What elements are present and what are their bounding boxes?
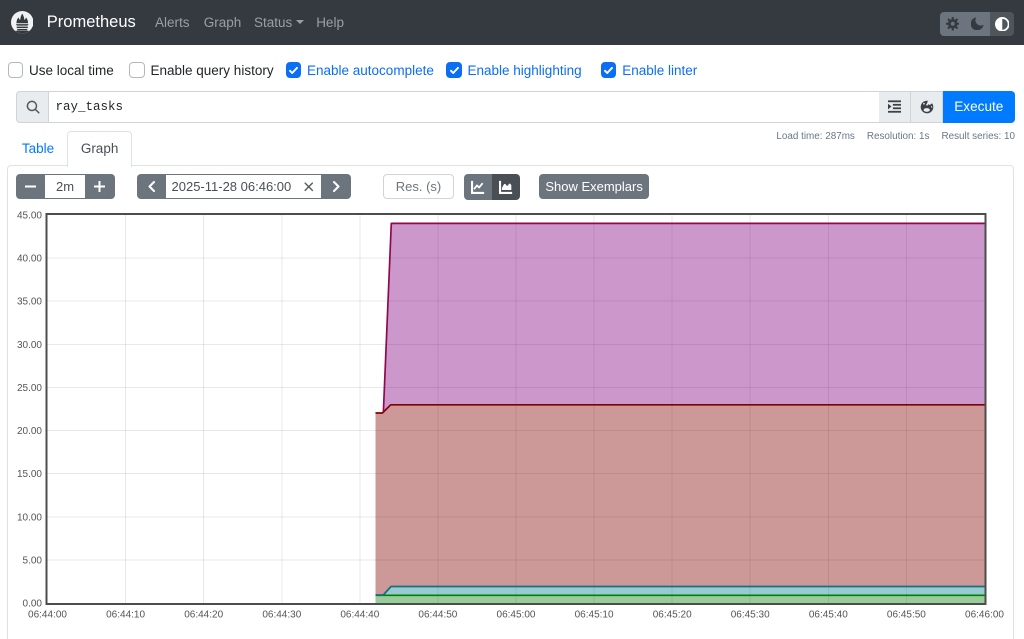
- svg-text:06:44:30: 06:44:30: [262, 610, 301, 621]
- svg-text:25.00: 25.00: [17, 383, 42, 394]
- svg-text:30.00: 30.00: [17, 340, 42, 351]
- svg-text:10.00: 10.00: [17, 512, 42, 523]
- svg-text:06:45:30: 06:45:30: [731, 610, 770, 621]
- svg-text:06:44:10: 06:44:10: [106, 610, 145, 621]
- svg-text:06:44:40: 06:44:40: [340, 610, 379, 621]
- svg-text:15.00: 15.00: [17, 469, 42, 480]
- svg-text:35.00: 35.00: [17, 297, 42, 308]
- svg-text:06:45:10: 06:45:10: [575, 610, 614, 621]
- svg-text:06:45:00: 06:45:00: [497, 610, 536, 621]
- svg-text:06:44:00: 06:44:00: [28, 610, 67, 621]
- svg-text:06:44:20: 06:44:20: [184, 610, 223, 621]
- svg-text:06:46:00: 06:46:00: [965, 610, 1004, 621]
- svg-text:06:45:40: 06:45:40: [809, 610, 848, 621]
- svg-text:06:45:50: 06:45:50: [887, 610, 926, 621]
- svg-text:0.00: 0.00: [23, 599, 43, 610]
- svg-text:20.00: 20.00: [17, 426, 42, 437]
- svg-text:06:45:20: 06:45:20: [653, 610, 692, 621]
- svg-text:5.00: 5.00: [23, 555, 43, 566]
- svg-text:45.00: 45.00: [17, 211, 42, 222]
- svg-text:06:44:50: 06:44:50: [418, 610, 457, 621]
- svg-text:40.00: 40.00: [17, 254, 42, 265]
